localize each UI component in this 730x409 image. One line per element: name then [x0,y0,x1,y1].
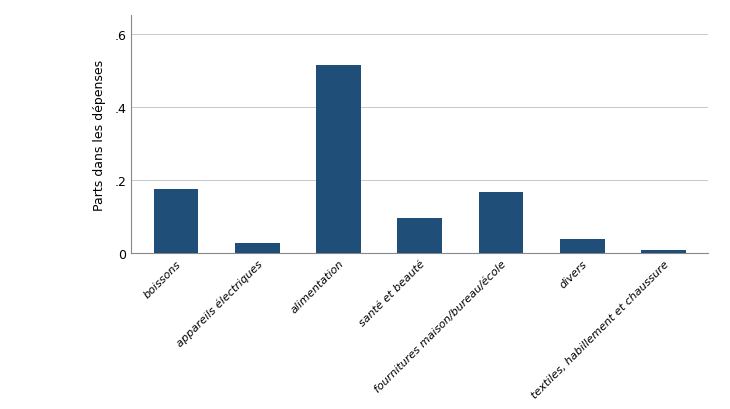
Bar [560,240,604,254]
Bar [397,218,442,254]
Bar [641,251,685,254]
Bar [154,190,199,254]
Y-axis label: Parts dans les dépenses: Parts dans les dépenses [93,60,107,210]
Bar [235,243,280,254]
Bar [479,192,523,254]
Bar [316,65,361,254]
